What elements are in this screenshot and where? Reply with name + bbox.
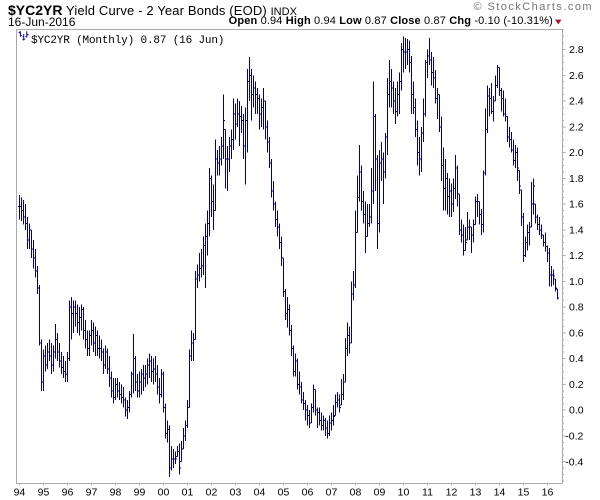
- svg-text:2.6: 2.6: [569, 70, 584, 82]
- svg-text:15: 15: [518, 486, 530, 498]
- svg-text:05: 05: [278, 486, 290, 498]
- svg-text:2.4: 2.4: [569, 96, 584, 108]
- svg-text:97: 97: [86, 486, 98, 498]
- svg-text:1.2: 1.2: [569, 250, 584, 262]
- svg-text:0.8: 0.8: [569, 302, 584, 314]
- svg-text:02: 02: [206, 486, 218, 498]
- svg-text:1.8: 1.8: [569, 173, 584, 185]
- svg-text:0.6: 0.6: [569, 328, 584, 340]
- svg-text:09: 09: [374, 486, 386, 498]
- svg-text:07: 07: [326, 486, 338, 498]
- svg-text:1.0: 1.0: [569, 276, 584, 288]
- svg-text:06: 06: [302, 486, 314, 498]
- svg-text:11: 11: [422, 486, 433, 498]
- svg-text:-0.2: -0.2: [565, 431, 583, 443]
- svg-text:99: 99: [134, 486, 146, 498]
- svg-text:98: 98: [110, 486, 122, 498]
- svg-text:08: 08: [350, 486, 362, 498]
- svg-text:13: 13: [470, 486, 482, 498]
- svg-text:96: 96: [62, 486, 74, 498]
- svg-text:04: 04: [254, 486, 266, 498]
- svg-text:16: 16: [542, 486, 554, 498]
- svg-text:01: 01: [182, 486, 194, 498]
- svg-text:95: 95: [38, 486, 50, 498]
- svg-text:94: 94: [14, 486, 26, 498]
- svg-text:2.2: 2.2: [569, 121, 584, 133]
- svg-text:12: 12: [446, 486, 458, 498]
- svg-text:2.0: 2.0: [569, 147, 584, 159]
- svg-text:0.0: 0.0: [569, 405, 584, 417]
- svg-text:1.6: 1.6: [569, 199, 584, 211]
- svg-text:1.4: 1.4: [569, 224, 584, 236]
- svg-text:0.4: 0.4: [569, 353, 584, 365]
- svg-text:14: 14: [494, 486, 506, 498]
- svg-text:03: 03: [230, 486, 242, 498]
- svg-text:2.8: 2.8: [569, 44, 584, 56]
- svg-text:-0.4: -0.4: [565, 456, 583, 468]
- svg-text:10: 10: [398, 486, 410, 498]
- svg-text:$YC2YR (Monthly) 0.87 (16 Jun): $YC2YR (Monthly) 0.87 (16 Jun): [31, 35, 224, 47]
- svg-text:00: 00: [158, 486, 170, 498]
- svg-text:0.2: 0.2: [569, 379, 584, 391]
